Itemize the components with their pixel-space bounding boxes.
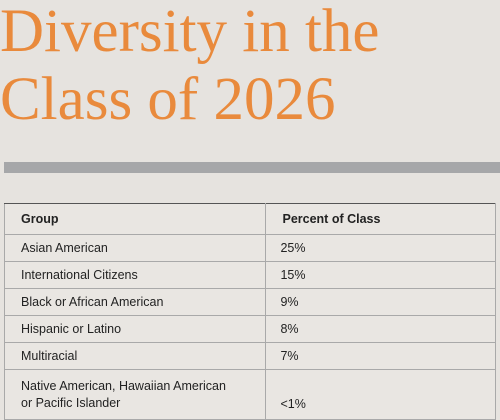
group-cell: Native American, Hawaiian American or Pa… xyxy=(3,369,267,420)
divider-bar xyxy=(4,162,500,173)
percent-cell: 8% xyxy=(265,315,496,343)
group-cell: International Citizens xyxy=(3,261,267,289)
title-line-2: Class of 2026 xyxy=(0,66,336,133)
table-row: Native American, Hawaiian American or Pa… xyxy=(3,369,496,420)
title-line-1: Diversity in the xyxy=(0,0,380,65)
page-title: Diversity in the Class of 2026 xyxy=(0,0,500,134)
group-cell-line-2: or Pacific Islander xyxy=(21,395,121,410)
percent-cell: <1% xyxy=(265,369,496,420)
group-cell: Asian American xyxy=(3,234,267,262)
table-row: Black or African American 9% xyxy=(3,288,496,316)
group-cell: Hispanic or Latino xyxy=(3,315,267,343)
table-row: International Citizens 15% xyxy=(3,261,496,289)
percent-cell: 15% xyxy=(265,261,496,289)
table-row: Asian American 25% xyxy=(3,234,496,262)
diversity-table: Group Percent of Class Asian American 25… xyxy=(3,203,496,420)
table-row: Multiracial 7% xyxy=(3,342,496,370)
percent-cell: 9% xyxy=(265,288,496,316)
group-cell: Multiracial xyxy=(3,342,267,370)
group-cell-line-1: Native American, Hawaiian American xyxy=(21,378,226,393)
group-cell: Black or African American xyxy=(3,288,267,316)
column-header-group: Group xyxy=(3,203,267,235)
column-header-percent: Percent of Class xyxy=(265,203,496,235)
table-header-row: Group Percent of Class xyxy=(3,203,496,235)
percent-cell: 7% xyxy=(265,342,496,370)
percent-cell: 25% xyxy=(265,234,496,262)
table-row: Hispanic or Latino 8% xyxy=(3,315,496,343)
